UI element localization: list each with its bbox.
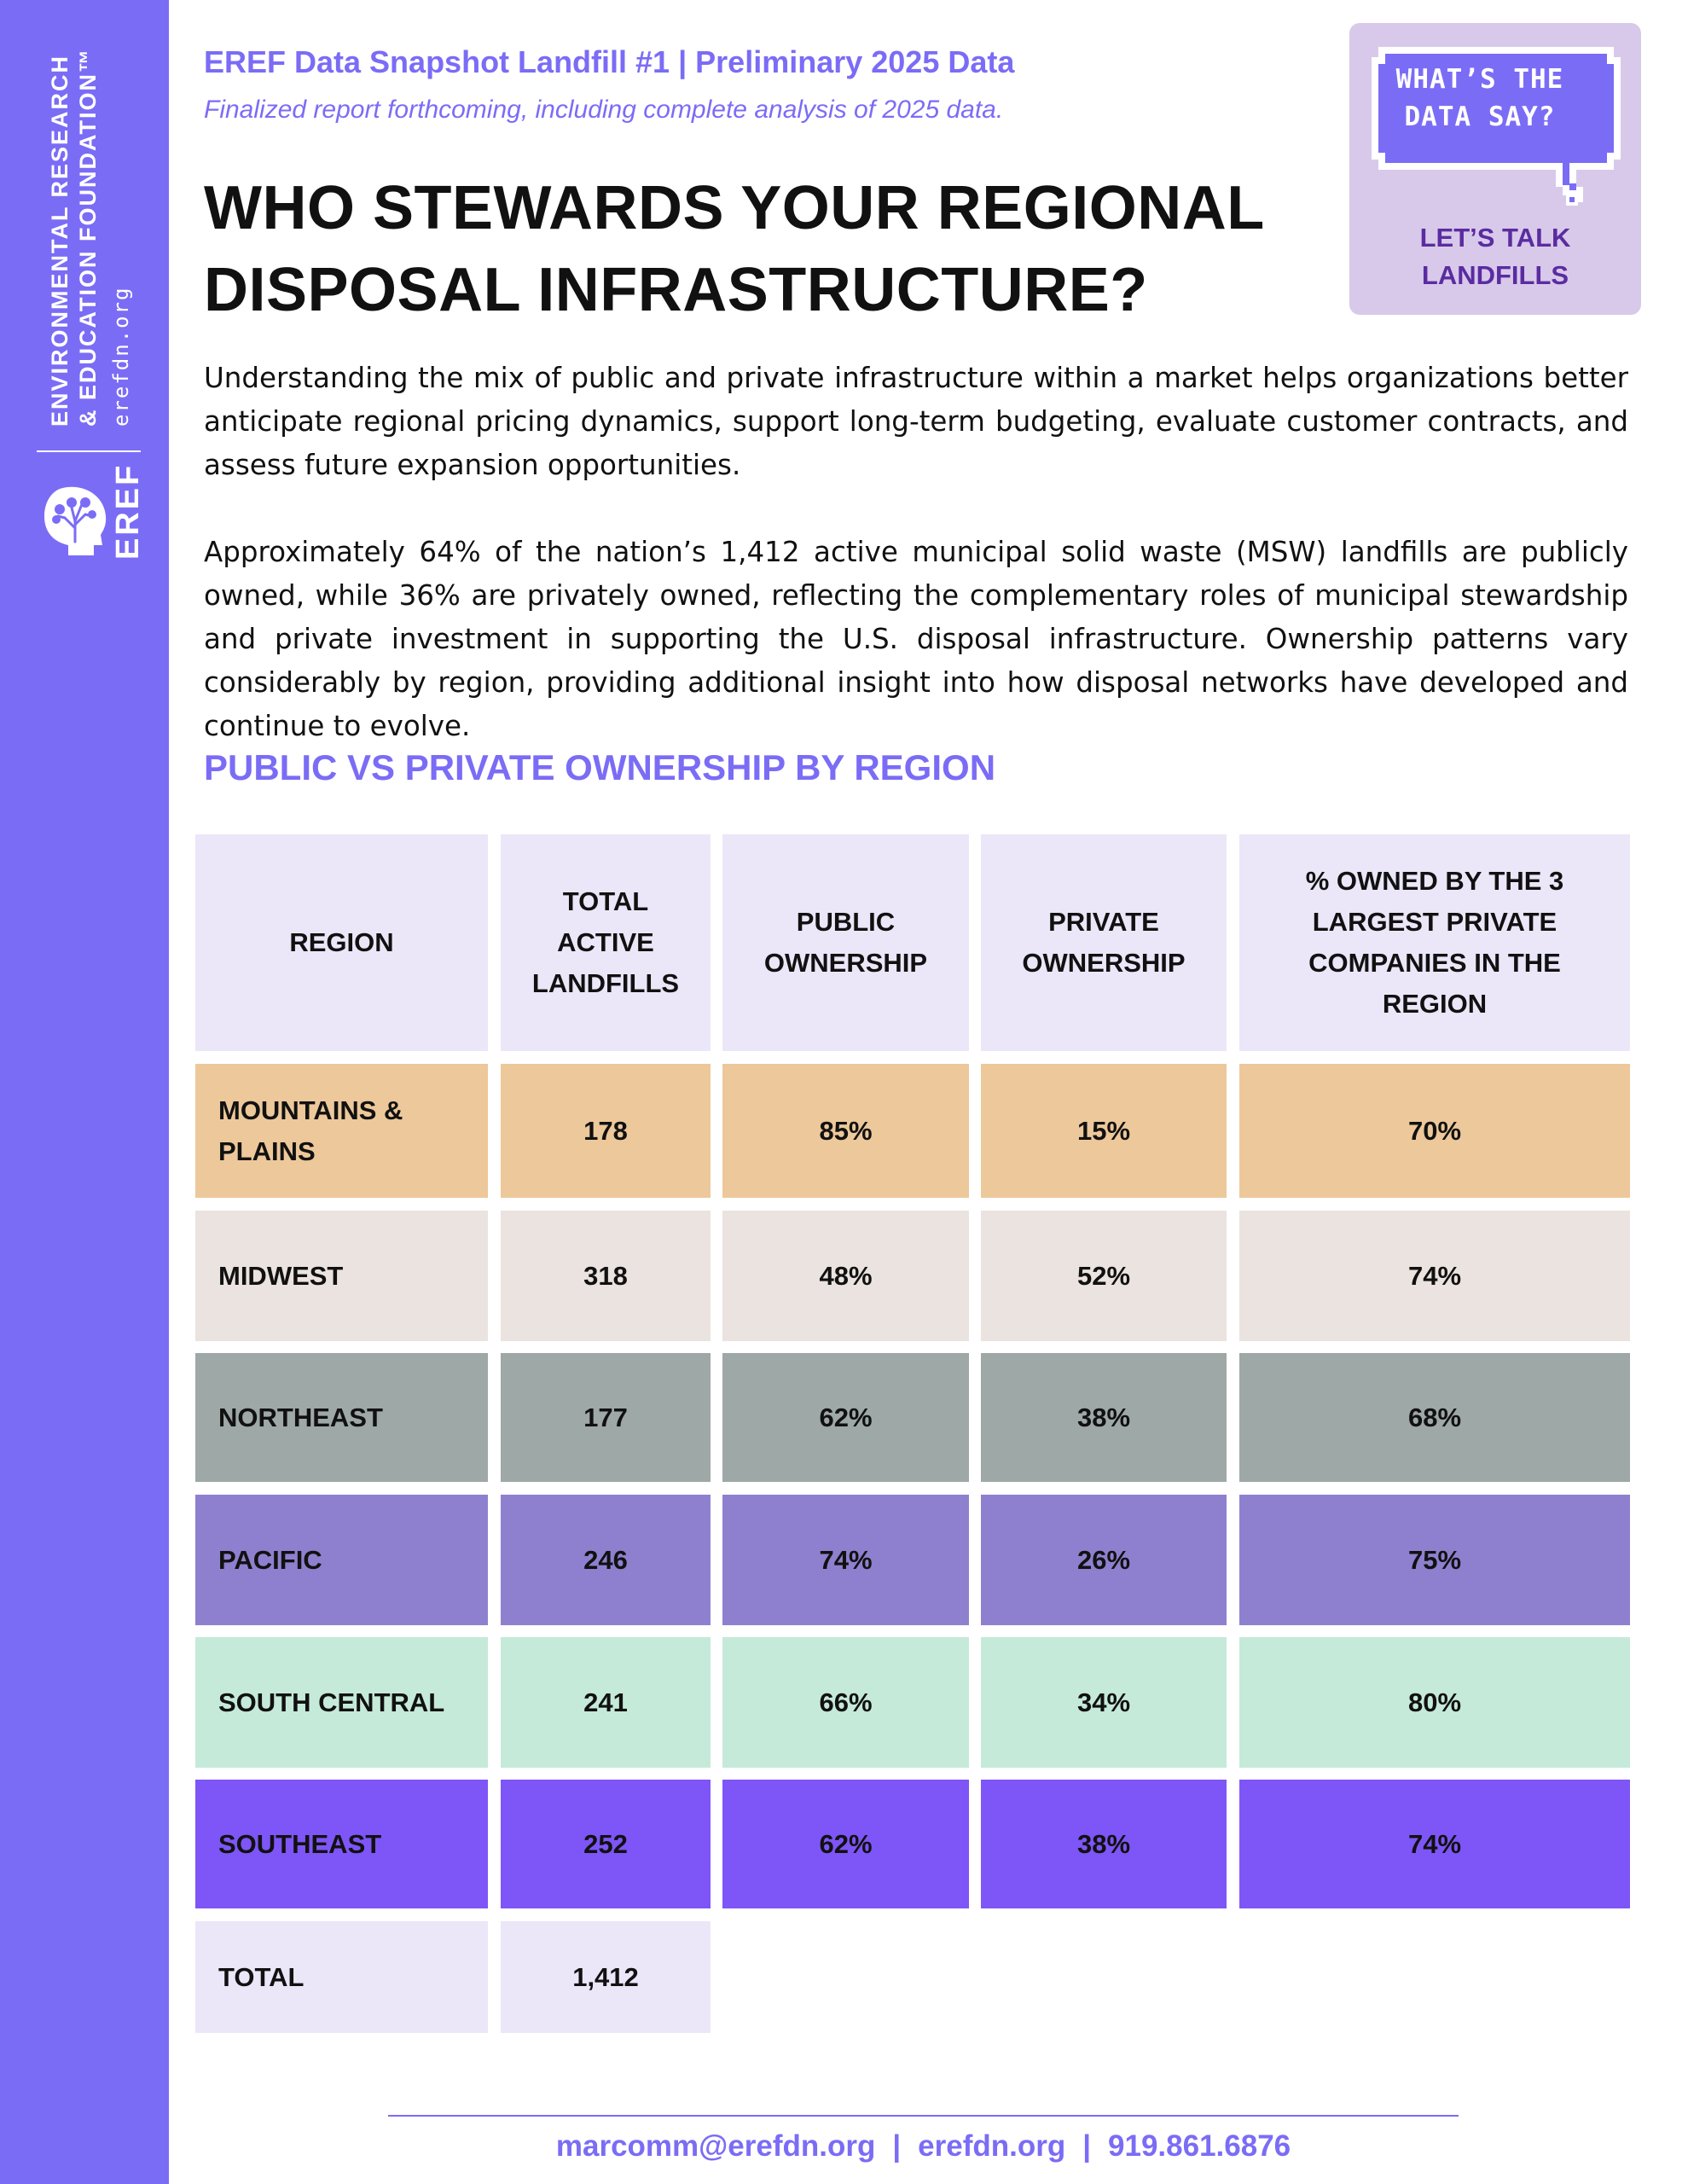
header-top3: % OWNED BY THE 3 LARGEST PRIVATE COMPANI… bbox=[1239, 834, 1630, 1051]
row-southeast-private: 38% bbox=[981, 1780, 1227, 1908]
header-private: PRIVATE OWNERSHIP bbox=[981, 834, 1227, 1051]
report-note: Finalized report forthcoming, including … bbox=[204, 96, 1004, 124]
bubble-text-line1: WHAT’S THE bbox=[1395, 64, 1564, 95]
row-pacific-public: 74% bbox=[722, 1495, 969, 1625]
row-mountains-plains-private: 15% bbox=[981, 1064, 1227, 1198]
row-pacific-total: 246 bbox=[501, 1495, 711, 1625]
row-southeast-public: 62% bbox=[722, 1780, 969, 1908]
row-mountains-plains-total: 178 bbox=[501, 1064, 711, 1198]
section-title: PUBLIC VS PRIVATE OWNERSHIP BY REGION bbox=[204, 747, 996, 787]
row-pacific-region: PACIFIC bbox=[195, 1495, 488, 1625]
badge-caption: LET’S TALK LANDFILLS bbox=[1349, 219, 1641, 294]
region-label-line2: PLAINS bbox=[218, 1136, 316, 1166]
row-mountains-plains-public: 85% bbox=[722, 1064, 969, 1198]
header-total-line3: LANDFILLS bbox=[531, 968, 680, 998]
footer-phone-link[interactable]: 919.861.6876 bbox=[1108, 2129, 1291, 2163]
speech-bubble-icon bbox=[1372, 47, 1621, 206]
header-public-line2: OWNERSHIP bbox=[763, 948, 928, 978]
row-south-central-private: 34% bbox=[981, 1637, 1227, 1768]
row-midwest-private: 52% bbox=[981, 1211, 1227, 1341]
footer-divider bbox=[388, 2115, 1459, 2117]
row-northeast-public: 62% bbox=[722, 1353, 969, 1482]
total-value: 1,412 bbox=[501, 1921, 711, 2033]
header-top3-line2: LARGEST PRIVATE bbox=[1312, 907, 1557, 937]
org-name-line1: ENVIRONMENTAL RESEARCH bbox=[47, 54, 73, 427]
badge-caption-line2: LANDFILLS bbox=[1421, 260, 1569, 290]
row-southeast-total: 252 bbox=[501, 1780, 711, 1908]
data-badge: WHAT’S THE DATA SAY? LET’S TALK LANDFILL… bbox=[1349, 23, 1641, 315]
header-private-line2: OWNERSHIP bbox=[1022, 948, 1186, 978]
header-total-line2: ACTIVE bbox=[557, 927, 654, 957]
row-mountains-plains-top3: 70% bbox=[1239, 1064, 1630, 1198]
sidebar-branding: ENVIRONMENTAL RESEARCH & EDUCATION FOUND… bbox=[0, 0, 169, 597]
row-pacific-private: 26% bbox=[981, 1495, 1227, 1625]
row-midwest-top3: 74% bbox=[1239, 1211, 1630, 1341]
sidebar-website[interactable]: erefdn.org bbox=[109, 286, 133, 427]
row-south-central-top3: 80% bbox=[1239, 1637, 1630, 1768]
header-region-label: REGION bbox=[289, 927, 394, 957]
row-south-central-region: SOUTH CENTRAL bbox=[195, 1637, 488, 1768]
header-total: TOTAL ACTIVE LANDFILLS bbox=[501, 834, 711, 1051]
header-public-line1: PUBLIC bbox=[796, 907, 896, 937]
header-private-line1: PRIVATE bbox=[1048, 907, 1159, 937]
region-label-line1: MOUNTAINS & bbox=[218, 1095, 403, 1125]
bubble-text-line2: DATA SAY? bbox=[1404, 102, 1556, 132]
row-southeast-region: SOUTHEAST bbox=[195, 1780, 488, 1908]
row-south-central-public: 66% bbox=[722, 1637, 969, 1768]
total-label: TOTAL bbox=[195, 1921, 488, 2033]
row-pacific-top3: 75% bbox=[1239, 1495, 1630, 1625]
row-northeast-region: NORTHEAST bbox=[195, 1353, 488, 1482]
footer-separator: | bbox=[892, 2129, 902, 2163]
row-northeast-private: 38% bbox=[981, 1353, 1227, 1482]
report-series-line: EREF Data Snapshot Landfill #1 | Prelimi… bbox=[204, 44, 1015, 79]
badge-caption-line1: LET’S TALK bbox=[1419, 223, 1571, 253]
summary-paragraph: Approximately 64% of the nation’s 1,412 … bbox=[204, 536, 1628, 742]
row-midwest-region: MIDWEST bbox=[195, 1211, 488, 1341]
sidebar-divider bbox=[37, 450, 141, 452]
row-northeast-total: 177 bbox=[501, 1353, 711, 1482]
header-top3-line1: % OWNED BY THE 3 bbox=[1305, 866, 1564, 896]
footer-separator: | bbox=[1082, 2129, 1092, 2163]
row-midwest-public: 48% bbox=[722, 1211, 969, 1341]
header-total-line1: TOTAL bbox=[562, 886, 649, 916]
header-public: PUBLIC OWNERSHIP bbox=[722, 834, 969, 1051]
header-top3-line4: REGION bbox=[1382, 989, 1488, 1019]
tree-head-icon bbox=[44, 486, 107, 555]
header-region: REGION bbox=[195, 834, 488, 1051]
bubble-text: WHAT’S THE DATA SAY? bbox=[1382, 61, 1578, 136]
org-name-line2: & EDUCATION FOUNDATION™ bbox=[75, 48, 101, 427]
page-title: WHO STEWARDS YOUR REGIONAL DISPOSAL INFR… bbox=[204, 167, 1313, 331]
row-mountains-plains-region: MOUNTAINS & PLAINS bbox=[195, 1064, 488, 1198]
page-title-line1: WHO STEWARDS YOUR REGIONAL bbox=[204, 174, 1265, 242]
row-southeast-top3: 74% bbox=[1239, 1780, 1630, 1908]
row-midwest-total: 318 bbox=[501, 1211, 711, 1341]
intro-paragraph: Understanding the mix of public and priv… bbox=[204, 362, 1628, 481]
row-south-central-total: 241 bbox=[501, 1637, 711, 1768]
eref-logo-text: EREF bbox=[110, 462, 146, 560]
row-northeast-top3: 68% bbox=[1239, 1353, 1630, 1482]
page-title-line2: DISPOSAL INFRASTRUCTURE? bbox=[204, 256, 1148, 324]
footer-email-link[interactable]: marcomm@erefdn.org bbox=[555, 2129, 876, 2163]
header-top3-line3: COMPANIES IN THE bbox=[1308, 948, 1561, 978]
footer-contact: marcomm@erefdn.org | erefdn.org | 919.861.68… bbox=[388, 2129, 1459, 2164]
sidebar: ENVIRONMENTAL RESEARCH & EDUCATION FOUND… bbox=[0, 0, 169, 2184]
footer-website-link[interactable]: erefdn.org bbox=[918, 2129, 1066, 2163]
